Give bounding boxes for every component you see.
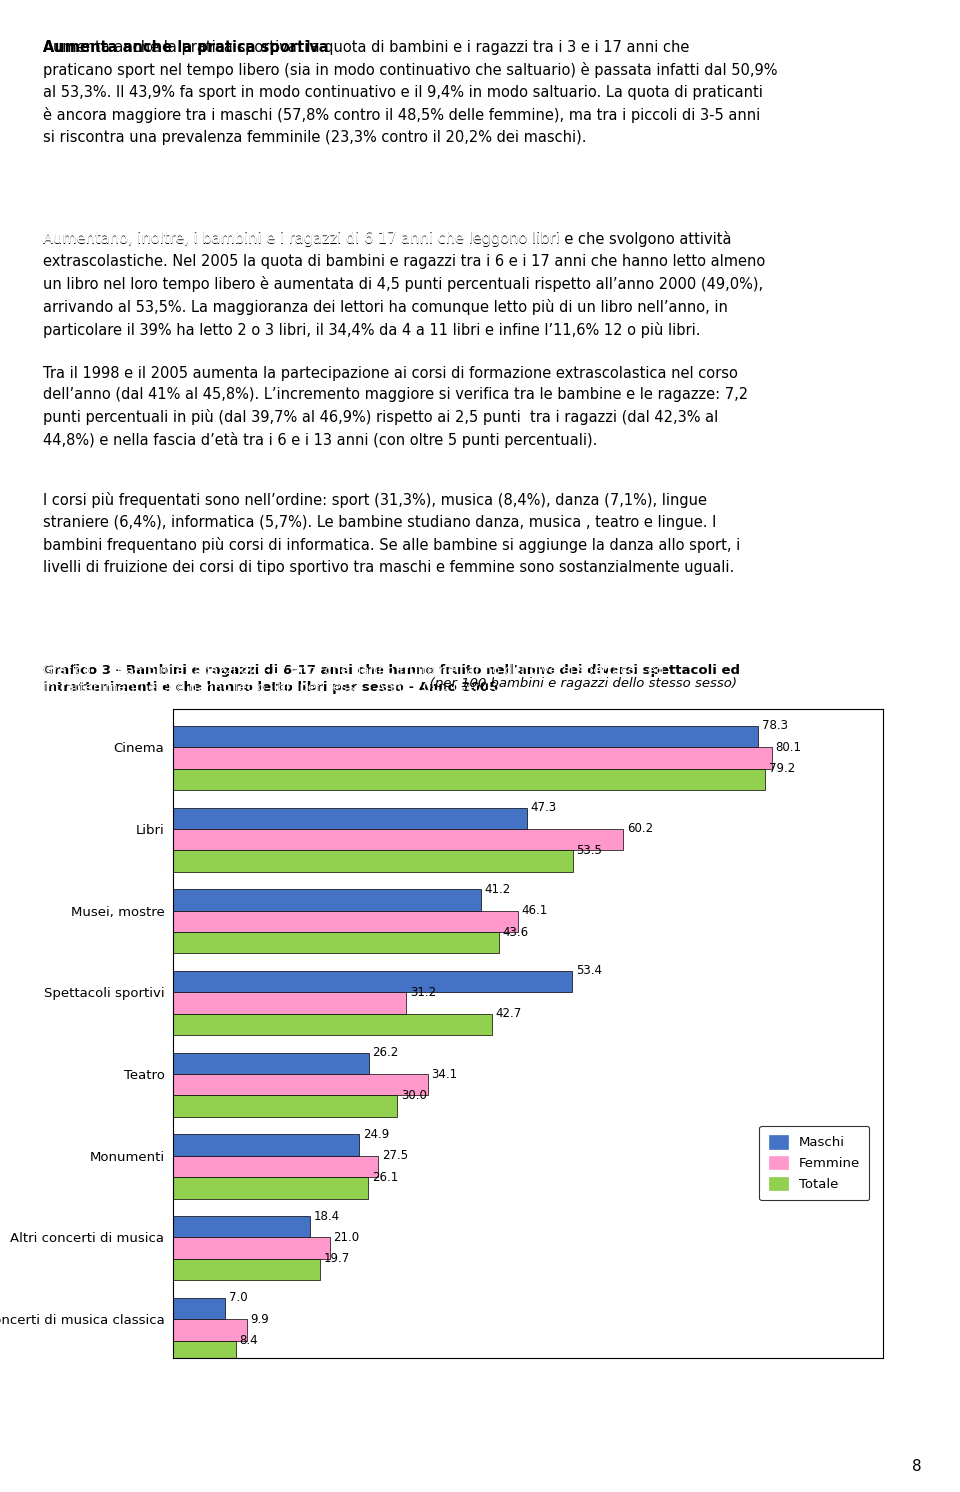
Text: 41.2: 41.2	[485, 883, 511, 895]
Bar	[173, 807, 526, 830]
Bar	[173, 1074, 428, 1095]
Bar	[173, 1319, 247, 1341]
Text: 30.0: 30.0	[401, 1089, 427, 1103]
Text: 21.0: 21.0	[333, 1231, 360, 1244]
Bar	[173, 830, 623, 850]
Text: 8: 8	[912, 1459, 922, 1474]
Text: (per 100 bambini e ragazzi dello stesso sesso): (per 100 bambini e ragazzi dello stesso …	[43, 677, 737, 691]
Text: Aumentano, inoltre, i bambini e i ragazzi di 6 17 anni che leggono libri e che s: Aumentano, inoltre, i bambini e i ragazz…	[43, 231, 765, 339]
Text: 43.6: 43.6	[503, 925, 529, 938]
Text: 53.4: 53.4	[576, 964, 602, 977]
Bar	[173, 910, 517, 932]
Text: Grafico 3 - Bambini e ragazzi di 6-17 anni che hanno fruito nell'anno dei divers: Grafico 3 - Bambini e ragazzi di 6-17 an…	[43, 664, 762, 694]
Text: 79.2: 79.2	[769, 762, 795, 776]
Text: 9.9: 9.9	[251, 1313, 270, 1326]
Bar	[173, 1095, 397, 1118]
Bar	[173, 932, 499, 953]
Text: 78.3: 78.3	[762, 719, 788, 733]
Text: 7.0: 7.0	[228, 1291, 248, 1304]
Text: 27.5: 27.5	[382, 1149, 408, 1162]
Bar	[173, 1216, 310, 1237]
Bar	[173, 1156, 378, 1177]
Text: 47.3: 47.3	[530, 801, 557, 815]
Text: I corsi più frequentati sono nell’ordine: sport (31,3%), musica (8,4%), danza (7: I corsi più frequentati sono nell’ordine…	[43, 492, 740, 574]
Text: 26.2: 26.2	[372, 1046, 398, 1059]
Text: Aumentano, inoltre, i bambini e i ragazzi di 6 17 anni che: Aumentano, inoltre, i bambini e i ragazz…	[43, 231, 468, 246]
Bar	[173, 1177, 368, 1198]
Text: 26.1: 26.1	[372, 1171, 398, 1183]
Text: Aumenta anche la pratica sportiva: Aumenta anche la pratica sportiva	[43, 40, 329, 55]
Text: 18.4: 18.4	[314, 1210, 340, 1222]
Bar	[173, 1053, 369, 1074]
Bar	[173, 768, 765, 791]
Bar	[173, 850, 573, 871]
Text: 24.9: 24.9	[363, 1128, 389, 1141]
Bar	[173, 971, 572, 992]
Text: 8.4: 8.4	[239, 1334, 258, 1347]
Bar	[173, 1259, 320, 1280]
Text: Grafico 3 - Bambini e ragazzi di 6-17 anni che hanno fruito nell'anno dei divers: Grafico 3 - Bambini e ragazzi di 6-17 an…	[43, 664, 740, 694]
Bar	[173, 1237, 330, 1259]
Text: 31.2: 31.2	[410, 986, 436, 998]
Text: 42.7: 42.7	[496, 1007, 522, 1021]
Text: 46.1: 46.1	[521, 904, 547, 918]
Text: 19.7: 19.7	[324, 1252, 350, 1265]
Text: 80.1: 80.1	[776, 740, 802, 753]
Legend: Maschi, Femmine, Totale: Maschi, Femmine, Totale	[759, 1126, 870, 1200]
Bar	[173, 725, 758, 747]
Bar	[173, 1134, 359, 1156]
Bar	[173, 1013, 492, 1035]
Text: 53.5: 53.5	[577, 844, 603, 856]
Bar	[173, 1298, 226, 1319]
Text: 34.1: 34.1	[432, 1068, 458, 1080]
Text: Tra il 1998 e il 2005 aumenta la partecipazione ai corsi di formazione extrascol: Tra il 1998 e il 2005 aumenta la parteci…	[43, 366, 749, 449]
Bar	[173, 992, 406, 1013]
Bar	[173, 747, 772, 768]
Bar	[173, 889, 481, 910]
Text: Aumenta anche la pratica sportiva: la quota di bambini e i ragazzi tra i 3 e i 1: Aumenta anche la pratica sportiva: la qu…	[43, 40, 778, 145]
Bar	[173, 1341, 235, 1362]
Text: Aumentano, inoltre, i bambini e i ragazzi di 6 17 anni che leggono libri: Aumentano, inoltre, i bambini e i ragazz…	[43, 231, 560, 246]
Text: 60.2: 60.2	[627, 822, 653, 836]
